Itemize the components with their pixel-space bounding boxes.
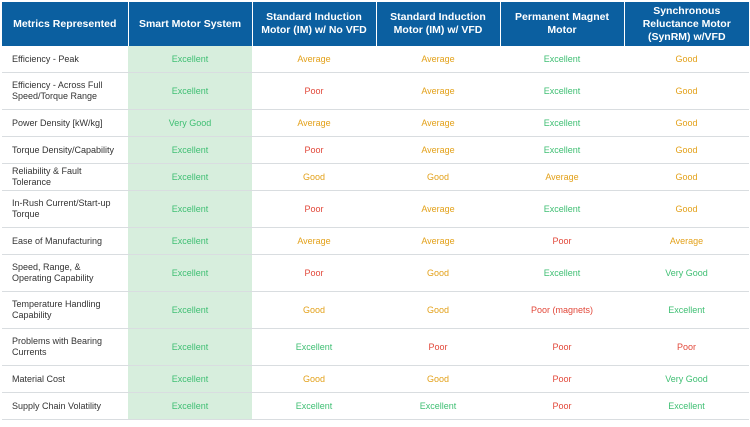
metric-label: Ease of Manufacturing (2, 227, 128, 255)
header-synrm: Synchronous Reluctance Motor (SynRM) w/V… (624, 2, 749, 46)
rating-cell: Good (376, 365, 500, 393)
rating-cell: Good (624, 109, 749, 137)
header-smart-motor: Smart Motor System (128, 2, 253, 46)
metric-label: Supply Chain Volatility (2, 392, 128, 420)
rating-cell: Good (624, 72, 749, 110)
rating-cell: Poor (500, 227, 624, 255)
rating-cell: Average (500, 163, 624, 191)
rating-cell: Good (624, 163, 749, 191)
metric-label: In-Rush Current/Start-up Torque (2, 190, 128, 228)
rating-cell: Poor (252, 190, 376, 228)
rating-cell: Average (376, 46, 500, 73)
rating-cell: Good (624, 190, 749, 228)
rating-cell: Average (252, 109, 376, 137)
rating-cell: Poor (624, 328, 749, 366)
rating-cell: Excellent (128, 46, 252, 73)
rating-cell: Good (252, 291, 376, 329)
metric-label: Efficiency - Peak (2, 46, 128, 73)
rating-cell: Excellent (128, 254, 252, 292)
rating-cell: Average (252, 227, 376, 255)
rating-cell: Excellent (376, 392, 500, 420)
header-row: Metrics Represented Smart Motor System S… (2, 2, 749, 46)
rating-cell: Excellent (128, 365, 252, 393)
table-row: Problems with Bearing Currents Excellent E… (2, 328, 749, 366)
header-metrics: Metrics Represented (2, 2, 129, 46)
header-im-no-vfd: Standard Induction Motor (IM) w/ No VFD (252, 2, 377, 46)
rating-cell: Average (376, 227, 500, 255)
metric-label: Reliability & Fault Tolerance (2, 163, 128, 191)
rating-cell: Poor (252, 72, 376, 110)
comparison-table: Metrics Represented Smart Motor System S… (2, 2, 749, 420)
table-row: Efficiency - Across Full Speed/Torque Ra… (2, 72, 749, 110)
rating-cell: Very Good (128, 109, 252, 137)
metric-label: Power Density [kW/kg] (2, 109, 128, 137)
rating-cell: Good (252, 365, 376, 393)
rating-cell: Poor (252, 254, 376, 292)
rating-cell: Good (376, 254, 500, 292)
rating-cell: Poor (500, 365, 624, 393)
rating-cell: Excellent (128, 328, 252, 366)
rating-cell: Poor (500, 328, 624, 366)
table-row: Material Cost Excellent Good Good Poor Very G… (2, 365, 749, 393)
rating-cell: Excellent (500, 72, 624, 110)
table-row: Power Density [kW/kg] Very Good Average Ave… (2, 109, 749, 137)
rating-cell: Good (624, 46, 749, 73)
rating-cell: Good (252, 163, 376, 191)
rating-cell: Excellent (252, 328, 376, 366)
rating-cell: Poor (376, 328, 500, 366)
rating-cell: Good (624, 136, 749, 164)
rating-cell: Excellent (128, 136, 252, 164)
rating-cell: Good (376, 163, 500, 191)
table-row: Efficiency - Peak Excellent Average Average… (2, 46, 749, 73)
rating-cell: Good (376, 291, 500, 329)
table-row: Torque Density/Capability Excellent Poor Av… (2, 136, 749, 164)
metric-label: Temperature Handling Capability (2, 291, 128, 329)
rating-cell: Poor (252, 136, 376, 164)
table-row: Speed, Range, & Operating Capability Exce… (2, 254, 749, 292)
rating-cell: Excellent (500, 136, 624, 164)
rating-cell: Excellent (128, 392, 252, 420)
metric-label: Torque Density/Capability (2, 136, 128, 164)
table-row: Temperature Handling Capability Excellent… (2, 291, 749, 329)
table-row: In-Rush Current/Start-up Torque Excellent… (2, 190, 749, 228)
rating-cell: Average (376, 190, 500, 228)
rating-cell: Excellent (624, 392, 749, 420)
header-im-vfd: Standard Induction Motor (IM) w/ VFD (376, 2, 501, 46)
rating-cell: Average (376, 72, 500, 110)
table-row: Supply Chain Volatility Excellent Excellen… (2, 392, 749, 420)
rating-cell: Poor (magnets) (500, 291, 624, 329)
rating-cell: Very Good (624, 254, 749, 292)
rating-cell: Very Good (624, 365, 749, 393)
rating-cell: Average (624, 227, 749, 255)
rating-cell: Excellent (128, 291, 252, 329)
table-row: Reliability & Fault Tolerance Excellent Go… (2, 163, 749, 191)
metric-label: Speed, Range, & Operating Capability (2, 254, 128, 292)
rating-cell: Excellent (128, 163, 252, 191)
header-permanent-magnet: Permanent Magnet Motor (500, 2, 625, 46)
rating-cell: Excellent (500, 46, 624, 73)
rating-cell: Excellent (128, 72, 252, 110)
metric-label: Material Cost (2, 365, 128, 393)
metric-label: Problems with Bearing Currents (2, 328, 128, 366)
rating-cell: Excellent (624, 291, 749, 329)
rating-cell: Average (376, 136, 500, 164)
rating-cell: Excellent (500, 190, 624, 228)
rating-cell: Average (252, 46, 376, 73)
rating-cell: Excellent (128, 190, 252, 228)
rating-cell: Excellent (128, 227, 252, 255)
rating-cell: Average (376, 109, 500, 137)
table-row: Ease of Manufacturing Excellent Average Ave… (2, 227, 749, 255)
rating-cell: Excellent (500, 109, 624, 137)
rating-cell: Excellent (252, 392, 376, 420)
metric-label: Efficiency - Across Full Speed/Torque Ra… (2, 72, 128, 110)
rating-cell: Poor (500, 392, 624, 420)
rating-cell: Excellent (500, 254, 624, 292)
